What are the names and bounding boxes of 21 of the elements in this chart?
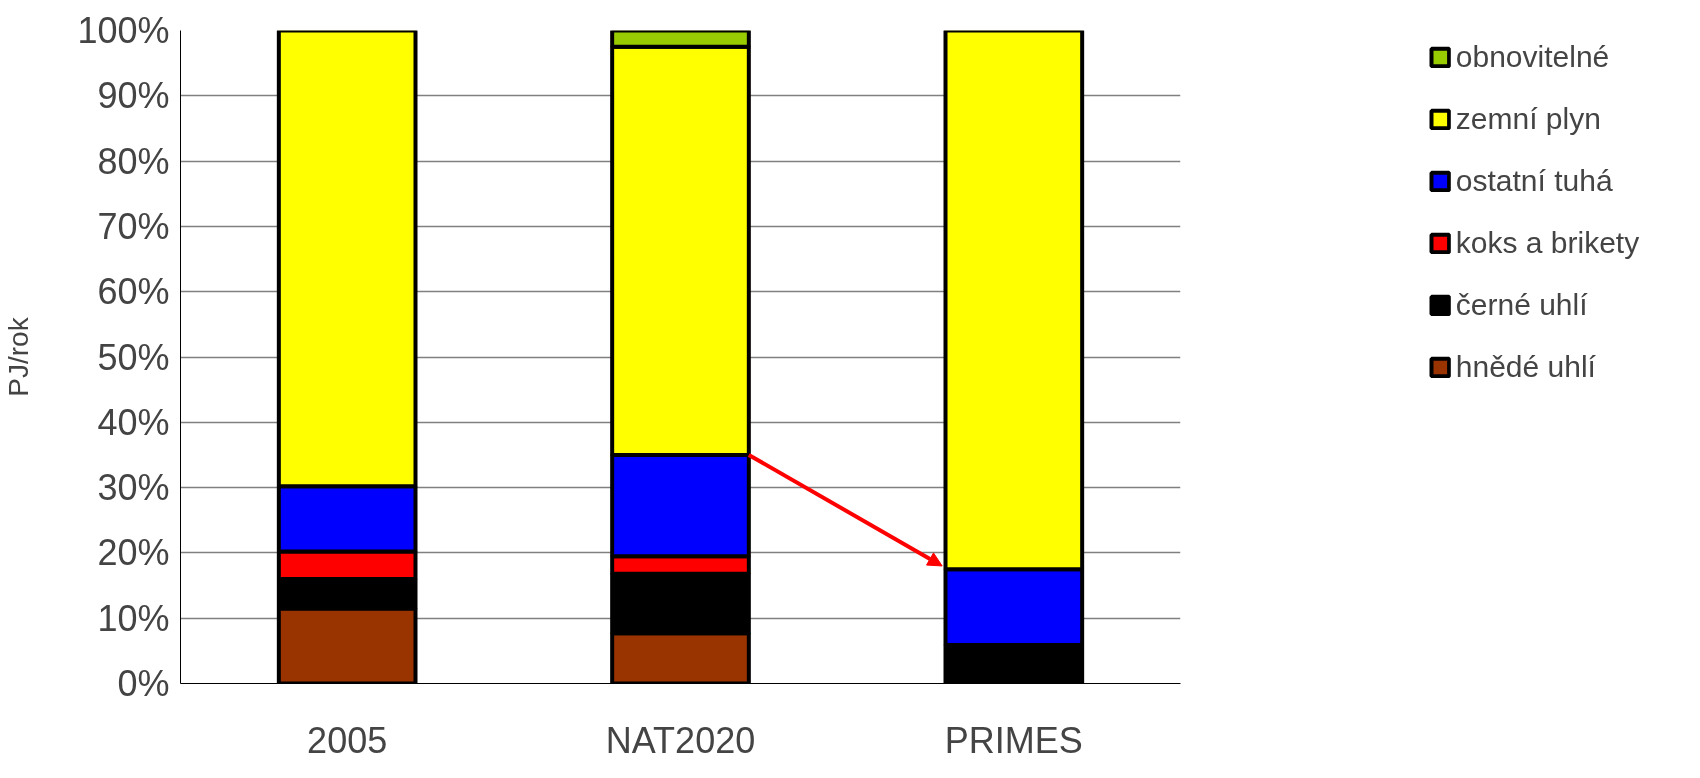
y-tick-label: 100% — [77, 10, 170, 51]
legend-label: černé uhlí — [1455, 288, 1588, 322]
legend-label: hnědé uhlí — [1455, 350, 1596, 384]
y-tick-label: 70% — [97, 205, 170, 247]
y-tick-label: 90% — [97, 75, 170, 117]
x-tick-label: NAT2020 — [605, 719, 756, 761]
legend-label: zemní plyn — [1455, 102, 1601, 136]
y-tick-label: 0% — [117, 663, 170, 704]
x-tick-label: PRIMES — [944, 719, 1083, 761]
y-tick-label: 50% — [97, 336, 170, 378]
y-tick-label: 30% — [97, 467, 170, 509]
y-tick-label: 20% — [97, 532, 170, 574]
y-tick-label: 60% — [97, 271, 170, 313]
legend-label: obnovitelné — [1455, 40, 1610, 74]
y-tick-label: 80% — [97, 140, 170, 182]
y-tick-label: 40% — [97, 401, 170, 443]
legend-label: ostatní tuhá — [1455, 164, 1613, 198]
legend-label: koks a brikety — [1455, 226, 1640, 260]
y-tick-label: 10% — [97, 597, 170, 639]
y-axis-title: PJ/rok — [3, 316, 35, 397]
x-tick-label: 2005 — [307, 719, 388, 761]
